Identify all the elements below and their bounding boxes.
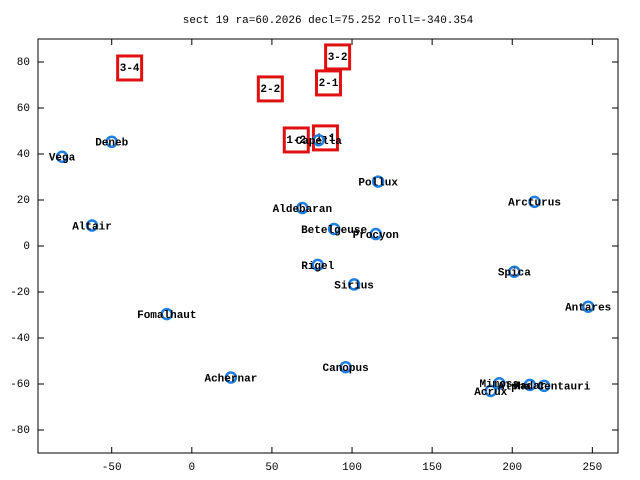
star-label: Rigel (301, 261, 334, 273)
y-tick-label: 20 (17, 195, 30, 207)
y-tick-label: -40 (10, 333, 30, 345)
star-marker (581, 300, 595, 313)
y-tick-label: -20 (10, 287, 30, 299)
star-label: Antares (565, 303, 611, 315)
y-tick-label: 0 (23, 241, 30, 253)
star-label: Sirius (334, 280, 374, 292)
star-label: Achernar (204, 373, 257, 385)
star-label: Hadar (513, 381, 546, 393)
sector-label: 1-2 (286, 135, 306, 147)
star-marker (371, 175, 385, 188)
star-marker (312, 133, 325, 147)
sector-label: 2-1 (319, 78, 339, 90)
y-tick-label: -80 (10, 425, 30, 437)
x-tick-label: 0 (189, 462, 196, 474)
y-tick-label: 60 (17, 103, 30, 115)
star-marker (347, 278, 361, 291)
star-marker (528, 195, 541, 209)
star-marker (311, 258, 324, 272)
star-label: Procyon (353, 230, 399, 242)
star-marker (537, 379, 551, 393)
x-tick-label: 100 (342, 462, 362, 474)
star-marker (105, 135, 118, 149)
star-marker (523, 378, 537, 392)
y-tick-label: 40 (17, 149, 30, 161)
y-tick-label: -60 (10, 379, 30, 391)
star-label: Altair (72, 221, 112, 233)
star-marker (327, 222, 341, 236)
chart-title: sect 19 ra=60.2026 decl=75.252 roll=-340… (183, 15, 474, 27)
star-marker (85, 219, 99, 232)
star-marker (508, 265, 521, 279)
star-label: Alpha Centauri (498, 382, 591, 394)
sector-box (282, 126, 310, 154)
star-label: Arcturus (508, 198, 561, 210)
sector-label: 3-4 (120, 63, 140, 75)
x-tick-label: 150 (422, 462, 442, 474)
sector-box (116, 54, 144, 82)
sector-label: 3-2 (328, 52, 348, 64)
star-label: Acrux (474, 387, 507, 399)
star-marker (369, 227, 382, 241)
star-marker (484, 384, 498, 398)
star-marker (296, 201, 309, 215)
star-label: Aldebaran (273, 204, 332, 216)
x-tick-label: 250 (582, 462, 602, 474)
sector-box (256, 75, 284, 103)
x-tick-label: -50 (102, 462, 122, 474)
star-marker (55, 150, 69, 164)
sector-box (324, 43, 352, 71)
star-label: Mimosa (479, 379, 519, 391)
star-label: Fomalhaut (137, 310, 196, 322)
sector-box (314, 69, 342, 97)
x-tick-label: 50 (265, 462, 278, 474)
star-label: Betelgeuse (301, 225, 367, 237)
star-marker (224, 371, 238, 384)
star-label: Deneb (95, 138, 128, 150)
x-tick-label: 200 (502, 462, 522, 474)
star-label: Vega (49, 153, 76, 165)
star-label: Canopus (323, 363, 369, 375)
y-tick-label: 80 (17, 57, 30, 69)
star-marker (160, 307, 174, 321)
sector-label: 2-2 (260, 84, 280, 96)
star-label: Pollux (358, 178, 398, 190)
star-label: Capella (296, 136, 343, 148)
star-marker (493, 377, 506, 390)
star-label: Spica (498, 268, 531, 280)
star-marker (339, 360, 352, 374)
